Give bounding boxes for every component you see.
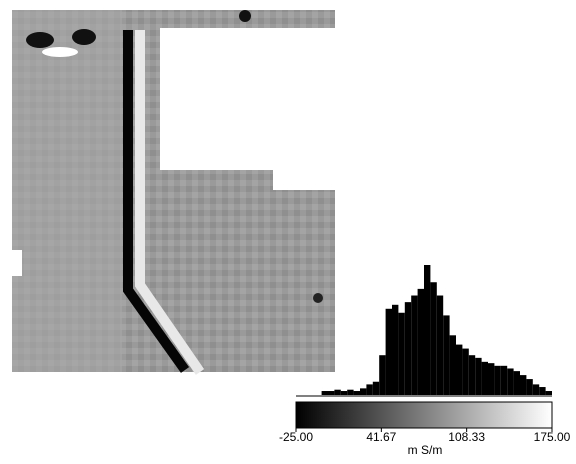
histogram-bar bbox=[424, 265, 431, 395]
unit-label: m S/m bbox=[408, 443, 443, 457]
histogram-bar bbox=[334, 389, 341, 395]
histogram-bar bbox=[347, 389, 354, 395]
histogram-bar bbox=[545, 391, 552, 395]
tick-label: 41.67 bbox=[366, 430, 396, 444]
histogram-bar bbox=[513, 371, 520, 395]
survey-map bbox=[0, 10, 335, 375]
histogram-bar bbox=[449, 335, 456, 395]
histogram-bar bbox=[462, 348, 469, 395]
histogram-bar bbox=[443, 315, 450, 395]
histogram-bar bbox=[475, 357, 482, 395]
histogram-bar bbox=[321, 391, 328, 395]
histogram-bar bbox=[526, 379, 533, 395]
histogram-bar bbox=[494, 365, 501, 395]
histogram-bar bbox=[360, 388, 367, 395]
histogram-bar bbox=[404, 302, 412, 395]
colorbar bbox=[295, 401, 553, 429]
histogram-bar bbox=[507, 368, 514, 395]
histogram-bar bbox=[500, 365, 508, 395]
histogram-bar bbox=[481, 361, 488, 395]
histogram-bar bbox=[366, 384, 373, 395]
histogram-bar bbox=[532, 384, 540, 395]
tick-label: 108.33 bbox=[448, 430, 485, 444]
histogram-bar bbox=[392, 304, 399, 395]
histogram-bar bbox=[430, 282, 437, 395]
histogram-bar bbox=[411, 295, 418, 395]
histogram-bar bbox=[379, 355, 386, 395]
histogram-bar bbox=[328, 391, 335, 395]
histogram-bar bbox=[468, 355, 476, 395]
histogram-bar bbox=[520, 375, 527, 395]
histogram-bar bbox=[436, 295, 444, 395]
histogram-bar bbox=[372, 381, 380, 395]
histogram-bar bbox=[385, 308, 392, 395]
histogram-bar bbox=[488, 363, 495, 395]
histogram-bar bbox=[456, 344, 463, 395]
tick-label: -25.00 bbox=[279, 430, 313, 444]
histogram-bar bbox=[340, 391, 348, 395]
histogram-bar bbox=[398, 312, 405, 395]
histogram-bar bbox=[353, 391, 360, 395]
tick-label: 175.00 bbox=[534, 430, 571, 444]
histogram-bar bbox=[417, 288, 424, 395]
histogram-bar bbox=[539, 387, 546, 395]
